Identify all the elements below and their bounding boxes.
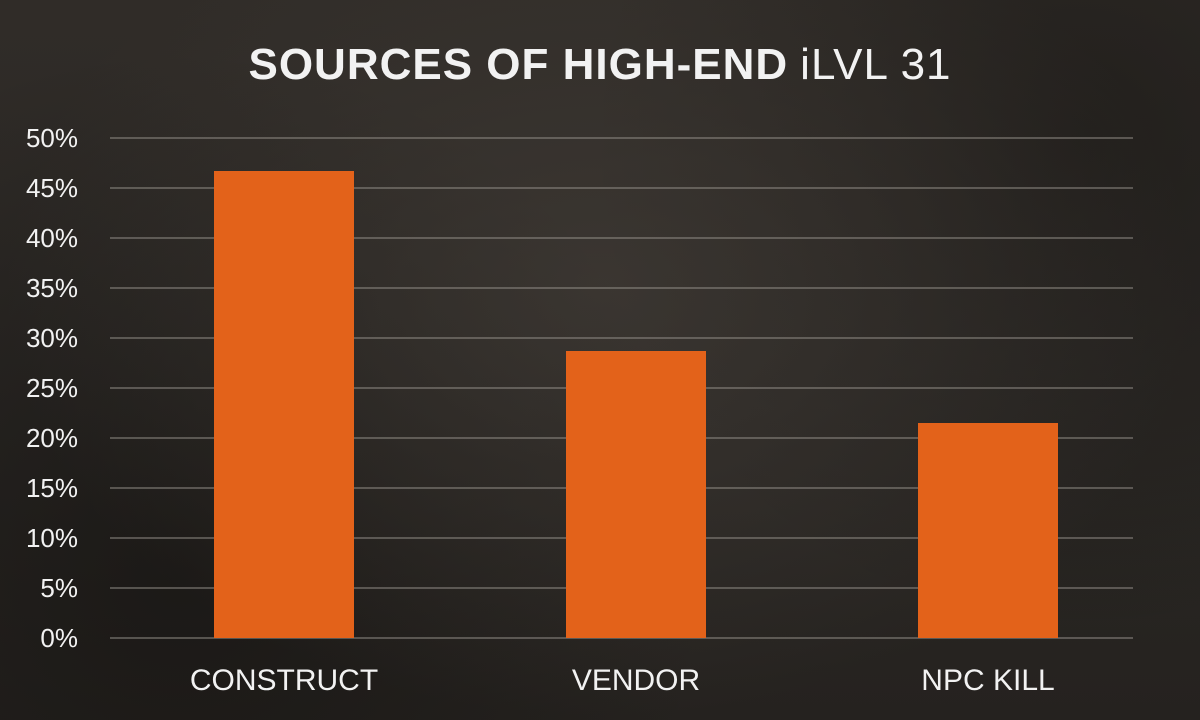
y-tick-label: 50% [26,123,78,153]
chart-title-bold: SOURCES OF HIGH-END [248,40,789,89]
x-tick-label: VENDOR [572,664,700,697]
y-tick-label: 5% [40,573,78,603]
bar [214,171,354,638]
y-tick-label: 10% [26,523,78,553]
chart-title-light: iLVL 31 [800,40,952,89]
y-tick-label: 40% [26,223,78,253]
y-tick-label: 30% [26,323,78,353]
y-tick-label: 15% [26,473,78,503]
y-tick-label: 20% [26,423,78,453]
y-tick-label: 25% [26,373,78,403]
y-tick-label: 0% [40,623,78,653]
x-tick-label: CONSTRUCT [190,664,378,697]
bar [566,351,706,638]
bar [918,423,1058,638]
chart-title: SOURCES OF HIGH-END iLVL 31 [0,40,1200,90]
x-tick-label: NPC KILL [921,664,1054,697]
y-tick-label: 45% [26,173,78,203]
y-tick-label: 35% [26,273,78,303]
